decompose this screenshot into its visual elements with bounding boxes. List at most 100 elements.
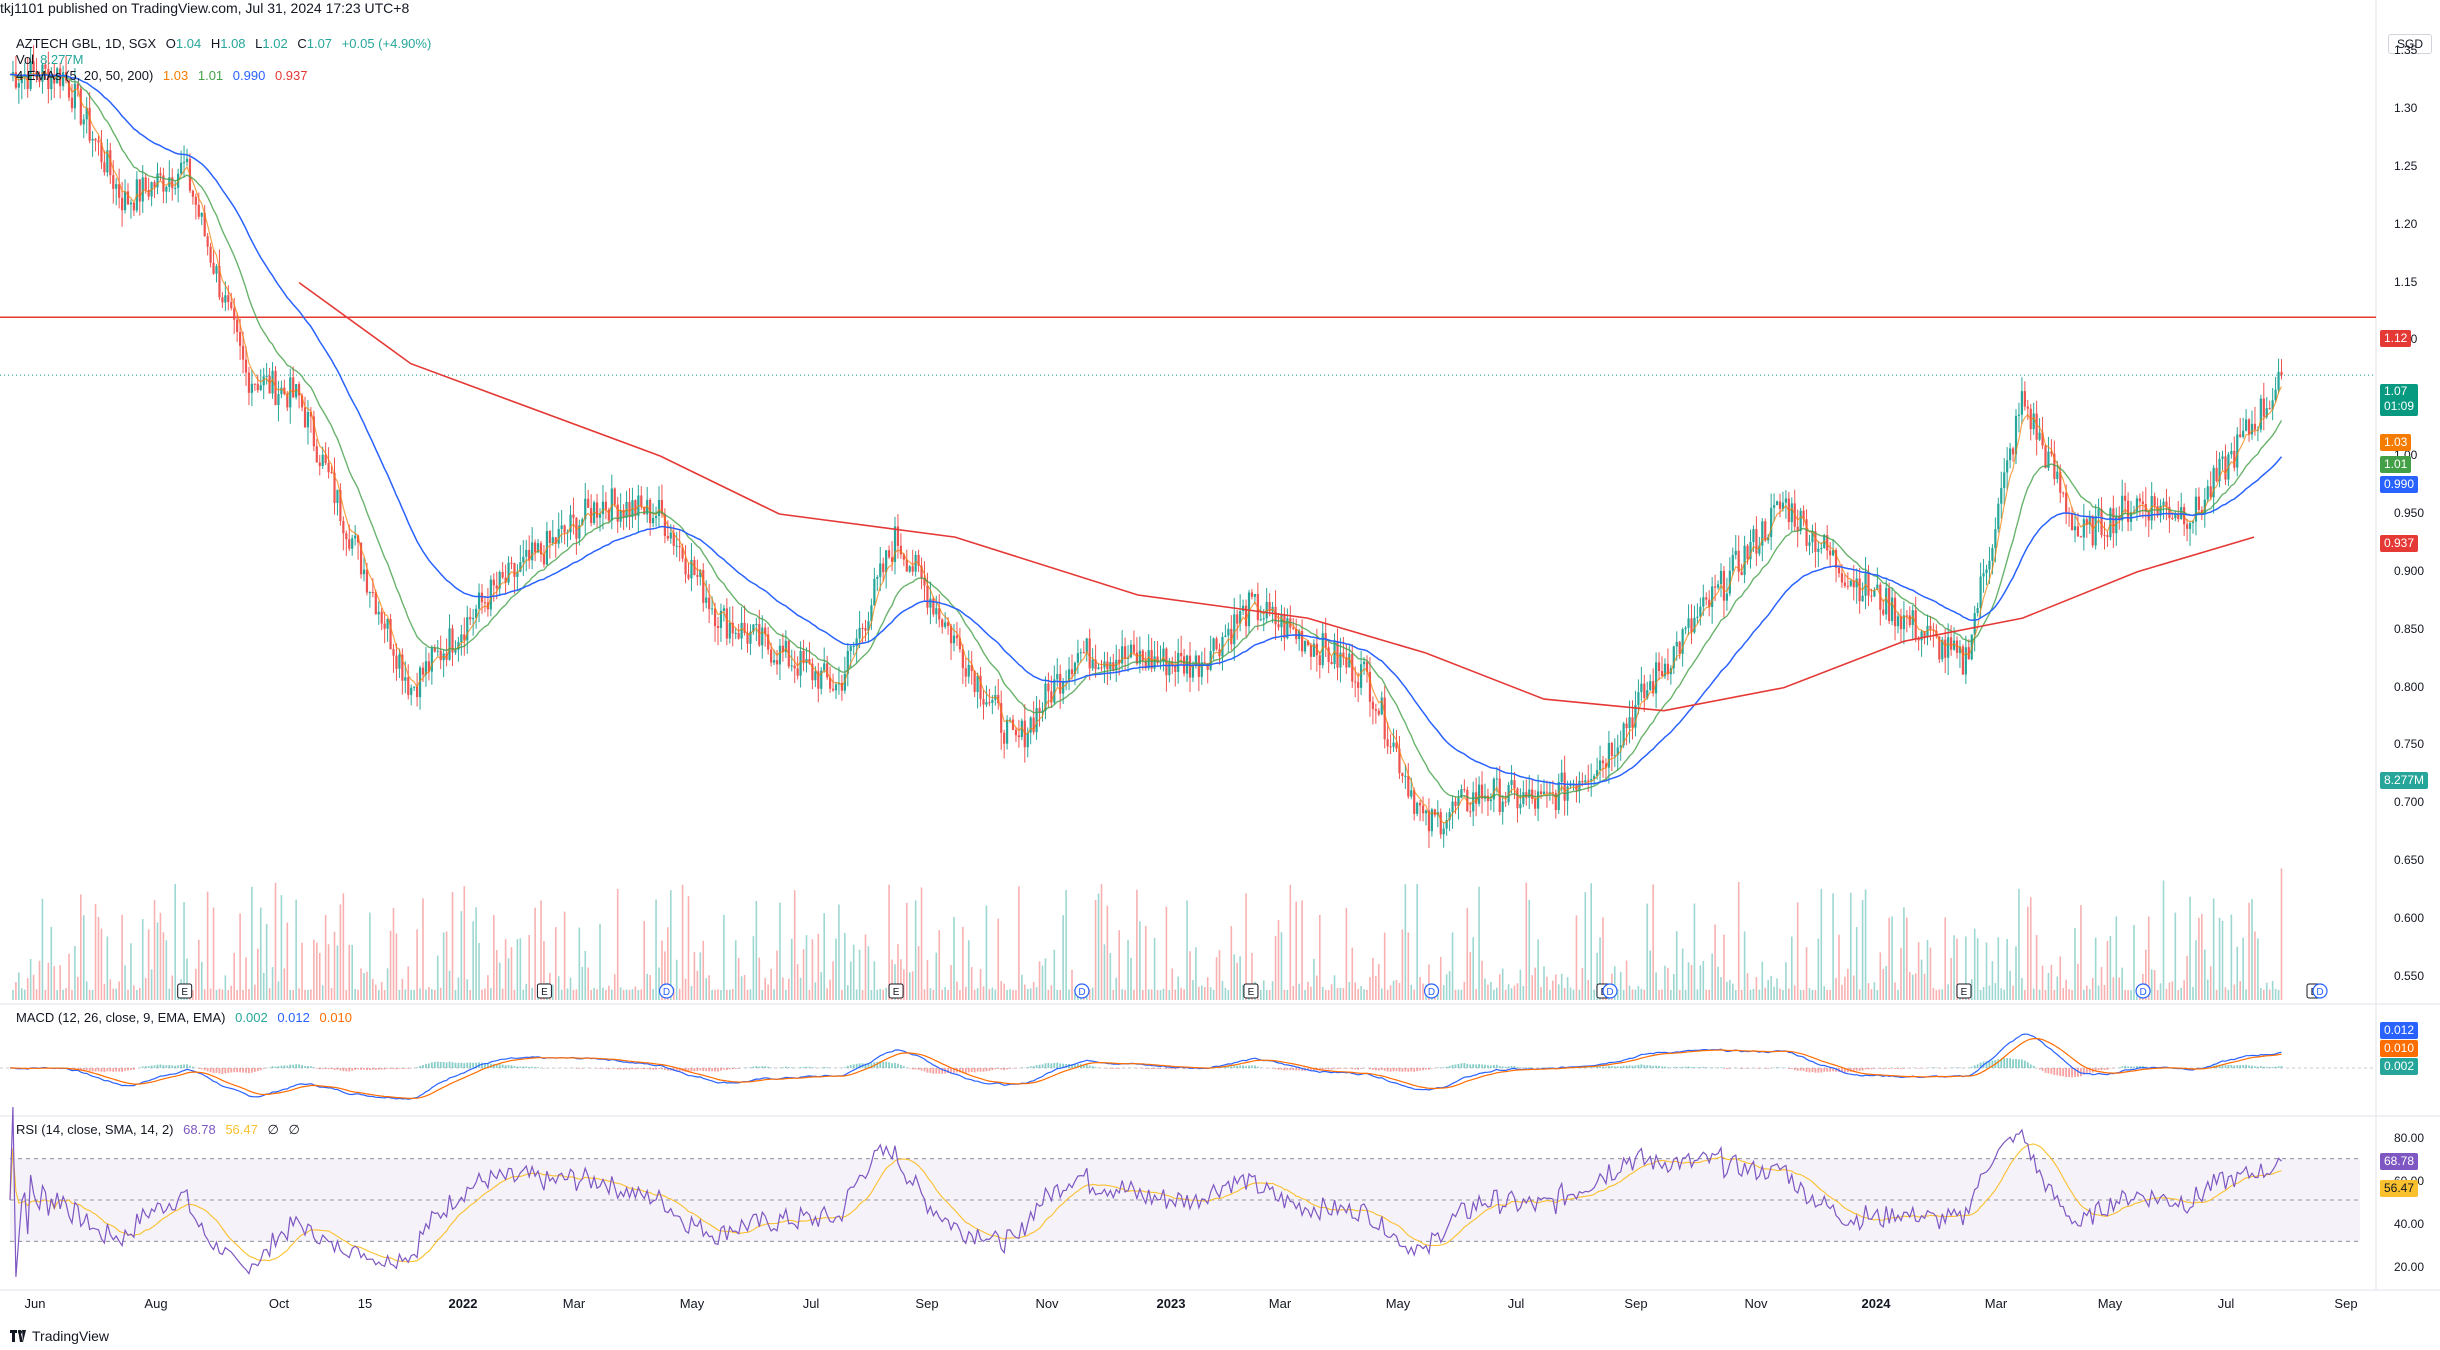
- candle-body: [1528, 789, 1531, 798]
- macd-histogram-bar: [1835, 1068, 1837, 1072]
- volume-bar: [386, 968, 389, 1000]
- candle-body: [368, 592, 371, 594]
- macd-histogram-bar: [784, 1066, 787, 1068]
- macd-histogram-bar: [428, 1063, 430, 1068]
- volume-bar: [835, 938, 837, 1000]
- macd-histogram-bar: [463, 1063, 466, 1068]
- volume-bar: [596, 989, 598, 1000]
- macd-histogram-bar: [1900, 1068, 1902, 1070]
- tradingview-logo[interactable]: TradingView: [10, 1328, 109, 1344]
- candle-body: [2150, 496, 2153, 521]
- macd-label[interactable]: MACD (12, 26, close, 9, EMA, EMA): [16, 1010, 226, 1025]
- volume-bar: [215, 989, 218, 1000]
- rsi-label[interactable]: RSI (14, close, SMA, 14, 2): [16, 1122, 174, 1137]
- macd-histogram-bar: [805, 1066, 808, 1068]
- volume-bar: [71, 989, 73, 1000]
- volume-bar: [2121, 967, 2123, 1000]
- candle-body: [1283, 614, 1286, 639]
- macd-histogram-bar: [433, 1061, 436, 1068]
- ema200-value: 0.937: [274, 68, 308, 83]
- macd-histogram-bar: [407, 1068, 410, 1069]
- candle-body: [1306, 640, 1310, 646]
- candle-body: [1401, 773, 1404, 777]
- macd-histogram-bar: [2018, 1059, 2020, 1068]
- candle-body: [2011, 448, 2015, 455]
- volume-bar: [2088, 989, 2091, 1000]
- macd-histogram-bar: [2012, 1059, 2014, 1068]
- macd-histogram-bar: [484, 1063, 486, 1068]
- candle-body: [1731, 554, 1734, 571]
- candle-body: [1466, 789, 1469, 812]
- macd-histogram-bar: [1168, 1068, 1171, 1070]
- macd-histogram-bar: [1369, 1068, 1371, 1070]
- volume-bar: [906, 902, 908, 1000]
- candle-body: [1843, 582, 1846, 586]
- symbol-name[interactable]: AZTECH GBL, 1D, SGX: [16, 36, 157, 51]
- volume-bar: [519, 938, 522, 1000]
- candle-body: [888, 550, 891, 558]
- candle-body: [979, 675, 982, 700]
- macd-histogram-bar: [333, 1068, 336, 1070]
- volume-bar: [1012, 989, 1014, 1000]
- candle-body: [610, 488, 613, 521]
- volume-bar: [1941, 989, 1944, 1000]
- macd-histogram-bar: [103, 1068, 106, 1073]
- volume-bar: [1336, 988, 1339, 1000]
- candle-body: [1725, 593, 1728, 601]
- volume-bar: [590, 989, 592, 1000]
- macd-histogram-bar: [454, 1062, 457, 1068]
- macd-histogram-bar: [661, 1068, 663, 1070]
- macd-histogram-bar: [1398, 1068, 1401, 1072]
- candle-body: [1277, 624, 1280, 628]
- macd-histogram-bar: [286, 1065, 289, 1068]
- volume-bar: [109, 979, 112, 1000]
- macd-histogram-bar: [1407, 1068, 1410, 1072]
- candle-body: [1088, 638, 1091, 669]
- candle-body: [1109, 662, 1112, 670]
- candle-body: [1622, 723, 1625, 746]
- candle-body: [678, 545, 681, 548]
- volume-bar: [1749, 989, 1752, 1000]
- macd-histogram-bar: [156, 1064, 159, 1068]
- candle-body: [1705, 597, 1708, 600]
- volume-bar: [1065, 890, 1067, 1000]
- macd-histogram-bar: [1516, 1067, 1519, 1068]
- macd-histogram-bar: [1661, 1066, 1663, 1068]
- volume-bar: [779, 902, 781, 1000]
- macd-histogram-bar: [283, 1065, 286, 1068]
- volume-bar: [2130, 989, 2132, 1000]
- volume-bar: [2056, 976, 2059, 1000]
- candle-body: [67, 80, 71, 98]
- candle-body: [380, 611, 383, 624]
- candle-body: [837, 682, 841, 685]
- volume-bar: [770, 968, 772, 1000]
- candle-body: [44, 64, 47, 69]
- candle-body: [268, 375, 271, 394]
- volume-bar: [1484, 978, 1486, 1000]
- volume-bar: [847, 985, 849, 1000]
- volume-bar: [1171, 968, 1174, 1000]
- candle-body: [126, 191, 130, 205]
- volume-bar: [195, 968, 197, 1000]
- volume-bar: [422, 898, 424, 1000]
- macd-histogram-bar: [2265, 1066, 2268, 1068]
- candle-body: [1395, 742, 1398, 749]
- volume-bar: [1994, 983, 1997, 1000]
- currency-selector[interactable]: SGD: [2388, 34, 2433, 54]
- volume-bar: [1894, 982, 1896, 1000]
- volume-bar: [720, 989, 722, 1000]
- macd-histogram-bar: [1528, 1067, 1531, 1068]
- volume-bar: [413, 989, 415, 1000]
- candle-body: [386, 619, 389, 629]
- candle-body: [94, 138, 97, 141]
- ema-label[interactable]: 4 EMAs (5, 20, 50, 200): [16, 68, 154, 83]
- volume-bar: [363, 972, 365, 1000]
- macd-histogram-bar: [1071, 1064, 1073, 1068]
- macd-histogram-bar: [1448, 1065, 1451, 1068]
- candle-body: [2065, 492, 2068, 513]
- volume-bar: [2112, 977, 2115, 1000]
- volume-bar: [1198, 986, 1200, 1000]
- macd-histogram-bar: [1012, 1068, 1014, 1069]
- volume-bar: [316, 942, 318, 1000]
